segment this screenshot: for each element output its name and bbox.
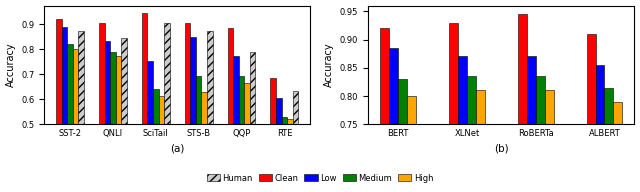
Y-axis label: Accuracy: Accuracy bbox=[6, 43, 15, 87]
X-axis label: (b): (b) bbox=[494, 144, 509, 154]
Bar bbox=[122, 38, 127, 192]
Bar bbox=[104, 41, 110, 192]
Bar bbox=[595, 65, 604, 192]
Bar bbox=[142, 13, 147, 192]
Bar bbox=[202, 92, 207, 192]
X-axis label: (a): (a) bbox=[170, 144, 184, 154]
Bar bbox=[282, 117, 287, 192]
Legend: Human, Clean, Low, Medium, High: Human, Clean, Low, Medium, High bbox=[204, 170, 436, 186]
Bar bbox=[153, 89, 159, 192]
Bar bbox=[147, 61, 153, 192]
Bar bbox=[67, 44, 73, 192]
Bar bbox=[271, 78, 276, 192]
Bar bbox=[159, 96, 164, 192]
Bar bbox=[207, 31, 212, 192]
Bar bbox=[233, 56, 239, 192]
Bar bbox=[292, 91, 298, 192]
Bar bbox=[380, 28, 389, 192]
Bar bbox=[244, 83, 250, 192]
Bar bbox=[458, 56, 467, 192]
Bar bbox=[449, 22, 458, 192]
Bar bbox=[73, 49, 79, 192]
Bar bbox=[587, 34, 595, 192]
Bar bbox=[116, 56, 122, 192]
Bar bbox=[250, 52, 255, 192]
Bar bbox=[527, 56, 536, 192]
Bar bbox=[545, 90, 554, 192]
Bar bbox=[164, 23, 170, 192]
Bar bbox=[389, 48, 398, 192]
Bar bbox=[62, 27, 67, 192]
Bar bbox=[99, 23, 104, 192]
Bar bbox=[239, 76, 244, 192]
Bar bbox=[276, 98, 282, 192]
Bar bbox=[467, 76, 476, 192]
Y-axis label: Accuracy: Accuracy bbox=[324, 43, 334, 87]
Bar bbox=[190, 37, 196, 192]
Bar bbox=[287, 119, 292, 192]
Bar bbox=[196, 76, 202, 192]
Bar bbox=[536, 76, 545, 192]
Bar bbox=[604, 88, 613, 192]
Bar bbox=[185, 23, 190, 192]
Bar bbox=[228, 28, 233, 192]
Bar bbox=[613, 102, 622, 192]
Bar bbox=[518, 14, 527, 192]
Bar bbox=[407, 96, 416, 192]
Bar bbox=[398, 79, 407, 192]
Bar bbox=[79, 31, 84, 192]
Bar bbox=[110, 52, 116, 192]
Bar bbox=[56, 19, 62, 192]
Bar bbox=[476, 90, 484, 192]
